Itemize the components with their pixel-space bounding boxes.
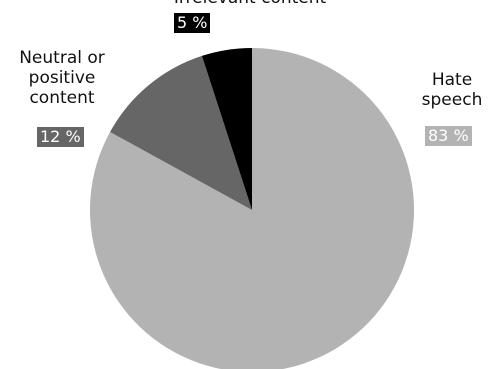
pie-slices [90, 48, 414, 369]
slice-value-hate-speech: 83 % [425, 126, 472, 146]
pie-slice-irrelevant [201, 48, 252, 210]
slice-value-neutral: 12 % [37, 127, 84, 147]
slice-label-neutral: Neutral or positive content [19, 48, 105, 108]
pie-slice-neutral [110, 55, 252, 210]
slice-value-irrelevant: 5 % [174, 13, 211, 33]
pie-slice-hate-speech [90, 48, 414, 369]
slice-label-hate-speech: Hate speech [421, 70, 483, 110]
slice-label-irrelevant: Irrelevant content [100, 0, 400, 8]
